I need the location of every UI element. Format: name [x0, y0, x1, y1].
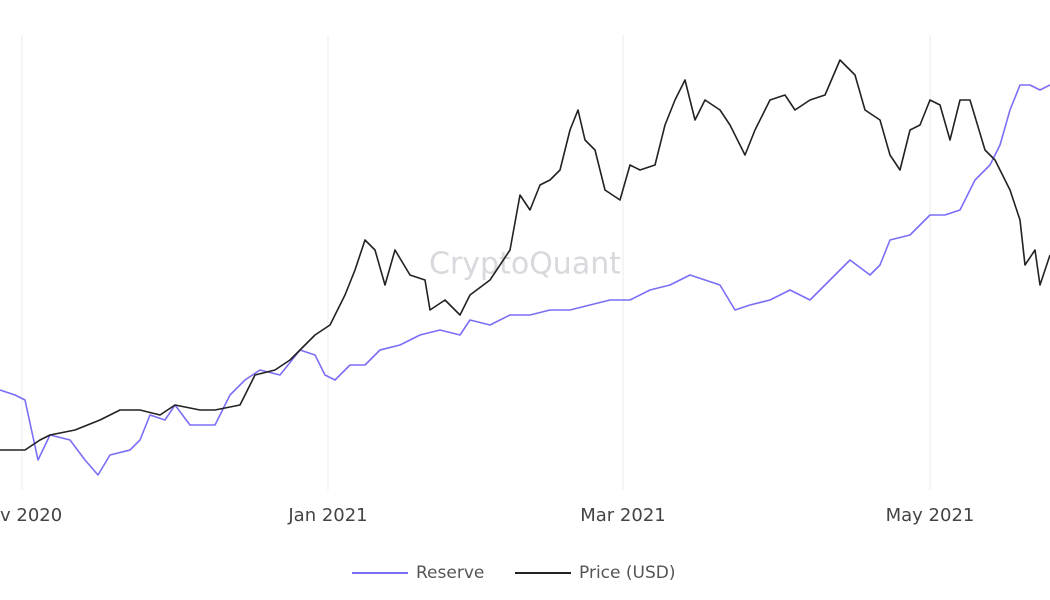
- watermark: CryptoQuant: [429, 247, 621, 282]
- x-tick-label: Mar 2021: [580, 505, 666, 526]
- legend-label: Reserve: [416, 563, 484, 583]
- series-line: [0, 84, 1050, 476]
- x-tick-label: Jan 2021: [287, 505, 367, 526]
- series-line: [0, 59, 1050, 451]
- x-tick-label: v 2020: [0, 505, 62, 526]
- legend-label: Price (USD): [579, 563, 675, 583]
- x-tick-label: May 2021: [886, 505, 975, 526]
